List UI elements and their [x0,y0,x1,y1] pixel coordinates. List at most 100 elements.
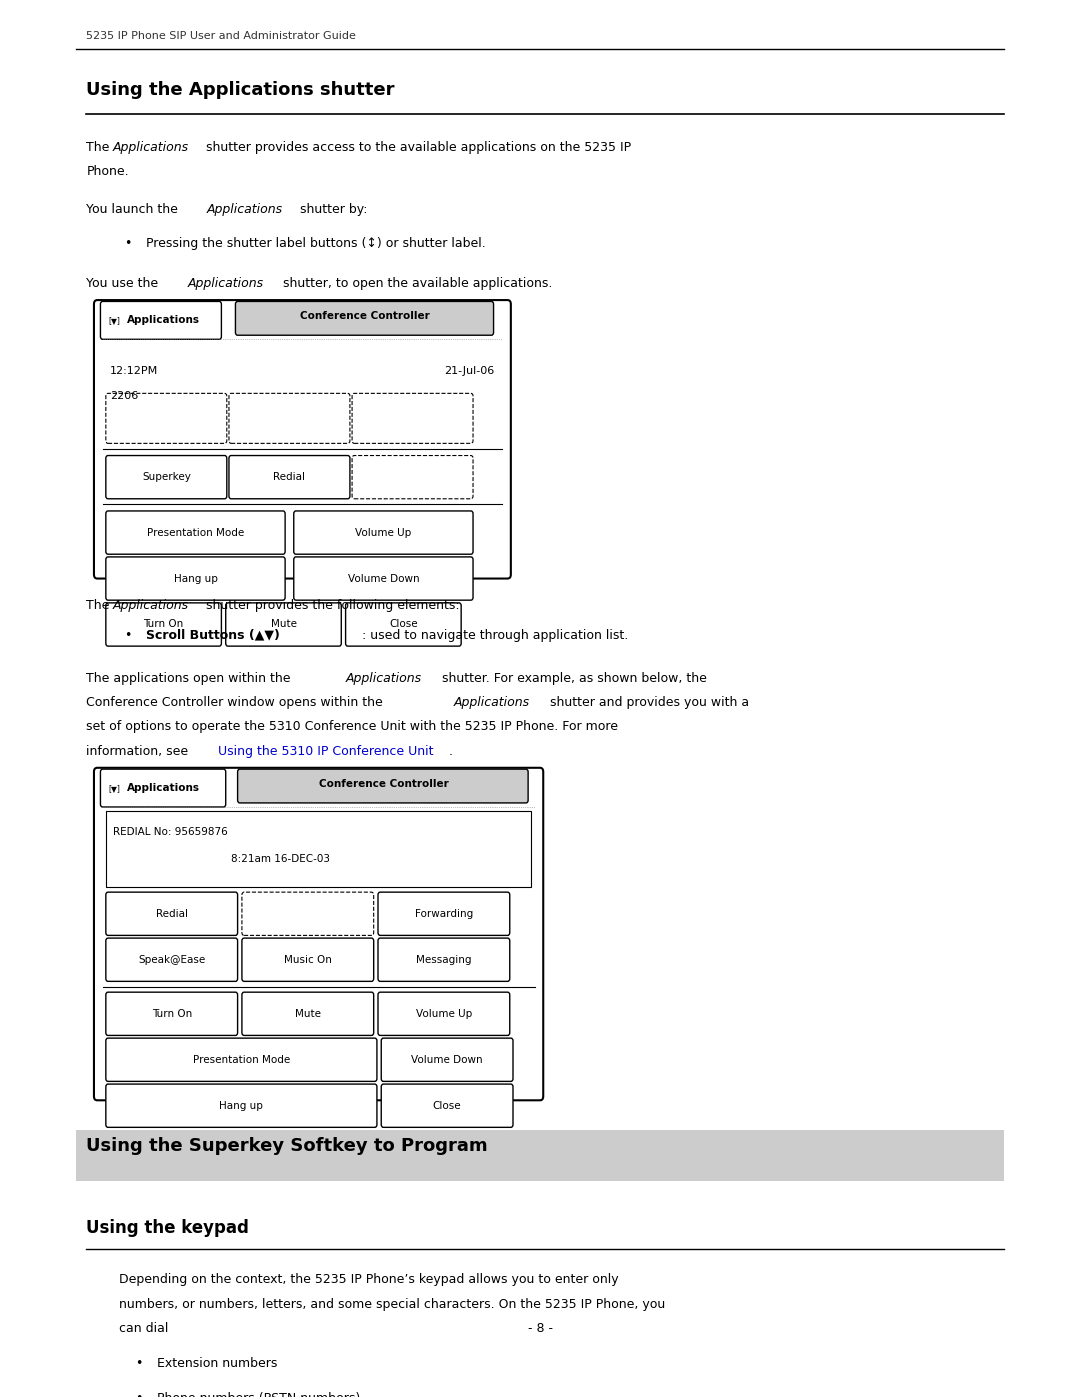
FancyBboxPatch shape [352,394,473,443]
Text: Using the Superkey Softkey to Program: Using the Superkey Softkey to Program [86,1137,488,1155]
Text: shutter, to open the available applications.: shutter, to open the available applicati… [279,277,552,291]
FancyBboxPatch shape [106,511,285,555]
Text: Phone.: Phone. [86,165,129,177]
FancyBboxPatch shape [352,455,473,499]
FancyBboxPatch shape [242,939,374,981]
Text: Phone numbers (PSTN numbers): Phone numbers (PSTN numbers) [157,1393,360,1397]
Text: Hang up: Hang up [219,1101,264,1111]
Text: Conference Controller: Conference Controller [300,312,430,321]
Text: Presentation Mode: Presentation Mode [147,528,244,538]
FancyBboxPatch shape [381,1084,513,1127]
FancyBboxPatch shape [229,394,350,443]
Text: Volume Up: Volume Up [416,1009,472,1018]
Text: Speak@Ease: Speak@Ease [138,954,205,965]
Text: Applications: Applications [188,277,264,291]
Text: You use the: You use the [86,277,162,291]
FancyBboxPatch shape [100,770,226,807]
Text: Applications: Applications [346,672,421,685]
Text: Turn On: Turn On [151,1009,192,1018]
Bar [76,1130,1004,1182]
FancyBboxPatch shape [242,992,374,1035]
Text: 2206: 2206 [110,391,138,401]
FancyBboxPatch shape [346,604,461,647]
Text: REDIAL No: 95659876: REDIAL No: 95659876 [113,827,228,837]
Text: •: • [135,1393,143,1397]
FancyBboxPatch shape [106,1084,377,1127]
FancyBboxPatch shape [378,939,510,981]
Text: Depending on the context, the 5235 IP Phone’s keypad allows you to enter only: Depending on the context, the 5235 IP Ph… [119,1273,619,1287]
FancyBboxPatch shape [242,893,374,936]
FancyBboxPatch shape [106,455,227,499]
Text: Hang up: Hang up [174,574,217,584]
Text: Pressing the shutter label buttons (↕) or shutter label.: Pressing the shutter label buttons (↕) o… [146,236,486,250]
Text: Volume Down: Volume Down [348,574,419,584]
FancyBboxPatch shape [106,893,238,936]
Text: shutter provides the following elements:: shutter provides the following elements: [202,599,460,612]
Text: 8:21am 16-DEC-03: 8:21am 16-DEC-03 [231,855,330,865]
Text: information, see: information, see [86,745,192,757]
Text: Applications: Applications [454,696,529,710]
Text: Music On: Music On [284,954,332,965]
FancyBboxPatch shape [106,1038,377,1081]
Text: - 8 -: - 8 - [527,1322,553,1336]
Text: Volume Down: Volume Down [411,1055,483,1065]
Text: Redial: Redial [156,909,188,919]
FancyBboxPatch shape [235,302,494,335]
Text: The applications open within the: The applications open within the [86,672,295,685]
FancyBboxPatch shape [106,939,238,981]
Text: Using the Applications shutter: Using the Applications shutter [86,81,395,99]
Text: shutter provides access to the available applications on the 5235 IP: shutter provides access to the available… [202,141,631,154]
Text: Applications: Applications [127,316,201,326]
Text: Close: Close [389,619,418,630]
FancyBboxPatch shape [378,992,510,1035]
Text: Turn On: Turn On [144,619,184,630]
FancyBboxPatch shape [381,1038,513,1081]
FancyBboxPatch shape [106,557,285,601]
Text: Conference Controller window opens within the: Conference Controller window opens withi… [86,696,387,710]
FancyBboxPatch shape [106,394,227,443]
FancyBboxPatch shape [106,812,531,887]
Text: can dial: can dial [119,1322,168,1336]
FancyBboxPatch shape [378,893,510,936]
Text: shutter. For example, as shown below, the: shutter. For example, as shown below, th… [438,672,707,685]
FancyBboxPatch shape [238,770,528,803]
FancyBboxPatch shape [106,992,238,1035]
Text: Redial: Redial [273,472,306,482]
Text: Scroll Buttons (▲▼): Scroll Buttons (▲▼) [146,629,280,641]
Text: : used to navigate through application list.: : used to navigate through application l… [362,629,629,641]
Text: set of options to operate the 5310 Conference Unit with the 5235 IP Phone. For m: set of options to operate the 5310 Confe… [86,721,619,733]
Text: shutter by:: shutter by: [296,203,367,215]
FancyBboxPatch shape [229,455,350,499]
Text: [▼]: [▼] [108,316,120,326]
Text: Using the 5310 IP Conference Unit: Using the 5310 IP Conference Unit [218,745,434,757]
FancyBboxPatch shape [294,557,473,601]
Text: .: . [448,745,453,757]
Text: Using the keypad: Using the keypad [86,1220,249,1238]
FancyBboxPatch shape [106,604,221,647]
Text: Applications: Applications [112,141,188,154]
FancyBboxPatch shape [294,511,473,555]
Text: Applications: Applications [112,599,188,612]
Text: Superkey: Superkey [141,472,191,482]
Text: The: The [86,599,113,612]
FancyBboxPatch shape [94,768,543,1101]
Text: You launch the: You launch the [86,203,183,215]
Text: 12:12PM: 12:12PM [110,366,159,376]
FancyBboxPatch shape [94,300,511,578]
Text: Extension numbers: Extension numbers [157,1356,276,1370]
Text: •: • [124,236,132,250]
Text: Mute: Mute [270,619,297,630]
FancyBboxPatch shape [100,302,221,339]
Text: Volume Up: Volume Up [355,528,411,538]
Text: shutter and provides you with a: shutter and provides you with a [546,696,750,710]
Text: Forwarding: Forwarding [415,909,473,919]
Text: Presentation Mode: Presentation Mode [192,1055,291,1065]
Text: Conference Controller: Conference Controller [319,780,448,789]
Text: •: • [135,1356,143,1370]
Text: Applications: Applications [206,203,282,215]
Text: The: The [86,141,113,154]
Text: 5235 IP Phone SIP User and Administrator Guide: 5235 IP Phone SIP User and Administrator… [86,31,356,41]
Text: •: • [124,629,132,641]
Text: Applications: Applications [127,784,201,793]
FancyBboxPatch shape [226,604,341,647]
